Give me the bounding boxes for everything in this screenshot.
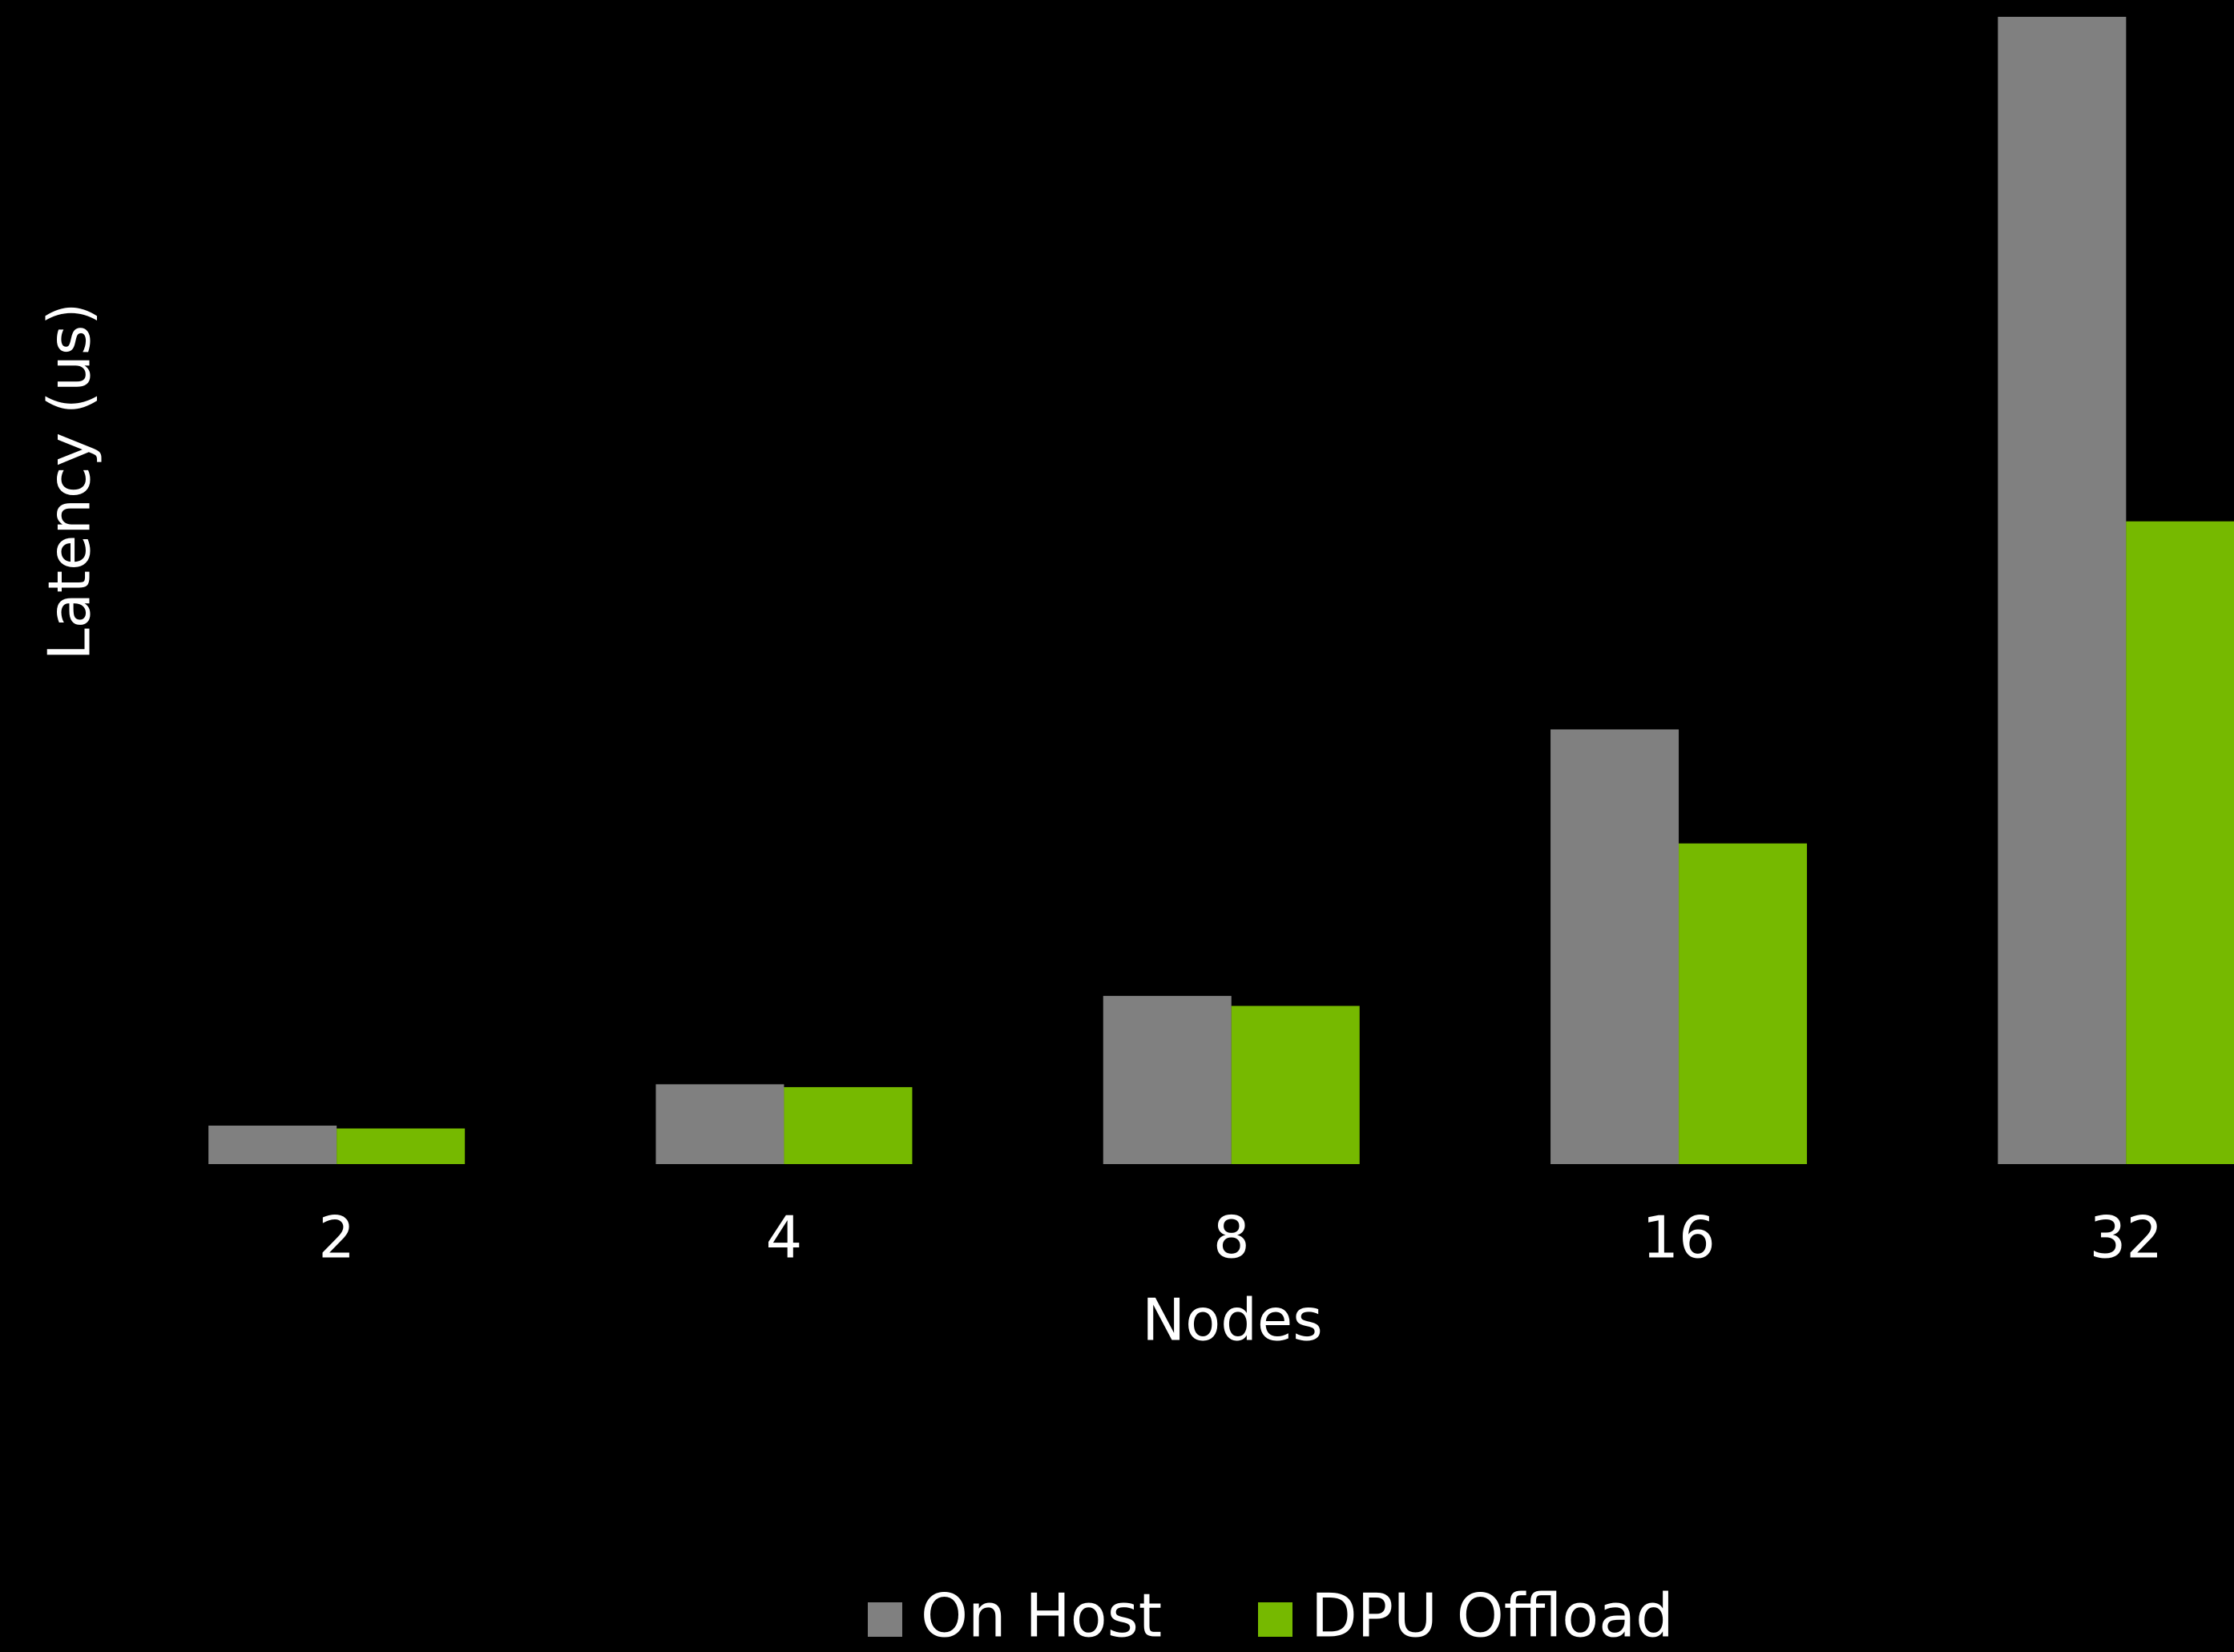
bar [1231, 1005, 1360, 1164]
x-tick-label: 2 [318, 1204, 355, 1271]
x-tick-label: 4 [766, 1204, 803, 1271]
bar [655, 1084, 784, 1164]
bar [2126, 521, 2234, 1164]
legend-swatch [868, 1602, 902, 1637]
x-tick-label: 32 [2090, 1204, 2163, 1271]
x-axis-label: Nodes [1142, 1287, 1322, 1354]
x-tick-label: 16 [1642, 1204, 1716, 1271]
bar [337, 1128, 466, 1164]
legend-label: On Host [921, 1581, 1162, 1651]
x-tick-label: 8 [1213, 1204, 1250, 1271]
bar [1679, 843, 1808, 1164]
bar [784, 1086, 913, 1164]
bar [208, 1125, 337, 1164]
legend-swatch [1258, 1602, 1292, 1637]
y-axis-label: Latency (us) [36, 303, 103, 661]
bar [1103, 996, 1232, 1164]
legend-label: DPU Offload [1311, 1581, 1674, 1651]
bar [1998, 17, 2127, 1164]
bar [1550, 729, 1680, 1164]
